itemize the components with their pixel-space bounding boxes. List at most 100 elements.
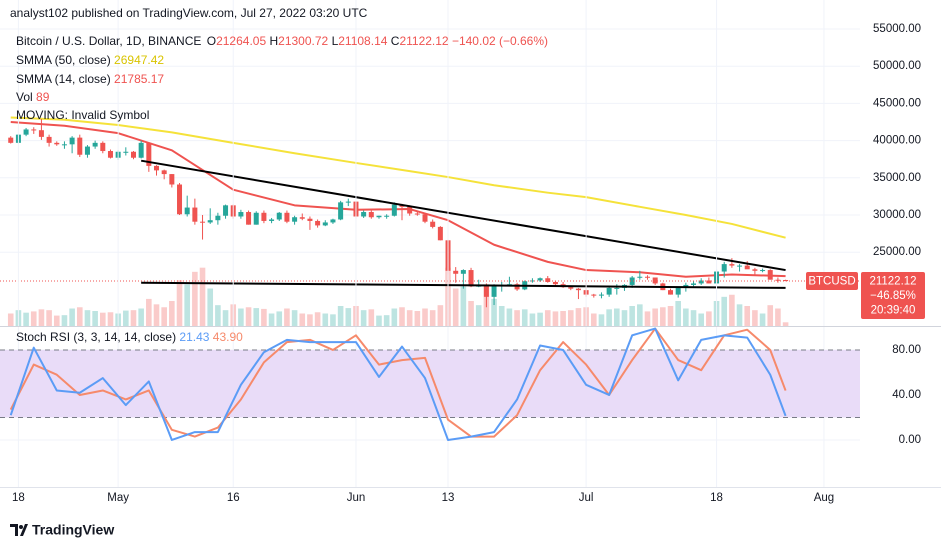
candle-body	[292, 217, 298, 222]
volume-bar	[721, 296, 728, 326]
ohlc-value: 21108.14	[338, 34, 387, 48]
candle-body	[552, 281, 558, 285]
volume-bar	[621, 310, 628, 326]
candle-body	[253, 212, 259, 225]
candle-body	[154, 165, 160, 171]
symbol-tag-text: BTCUSD	[808, 276, 855, 288]
volume-bar	[215, 305, 221, 326]
candle-body	[529, 280, 535, 282]
candle-body	[23, 129, 29, 135]
candle-body	[430, 221, 436, 227]
volume-bar	[437, 305, 444, 326]
band-fill	[0, 349, 860, 418]
candle-body	[192, 207, 198, 222]
candle-body	[84, 146, 90, 155]
trendline	[141, 281, 786, 289]
candle-body	[775, 279, 781, 281]
ohlc-value: 21264.05	[216, 34, 266, 48]
volume-bar	[23, 312, 29, 326]
candle-body	[706, 280, 712, 284]
volume-bar	[368, 309, 375, 326]
candle-body	[414, 213, 420, 215]
volume-bar	[92, 311, 98, 326]
moving-legend: MOVING: Invalid Symbol	[16, 108, 149, 122]
candle-body	[38, 130, 44, 137]
volume-bar	[552, 311, 559, 326]
candle-body	[130, 151, 136, 158]
volume-bar	[506, 308, 513, 326]
ohlc-label: O	[207, 34, 216, 48]
candle-body	[200, 221, 206, 223]
ohlc-label: C	[391, 34, 400, 48]
candle-body	[61, 144, 67, 146]
volume-bar	[521, 309, 528, 326]
candle-body	[169, 174, 175, 185]
volume-bar	[291, 310, 298, 326]
volume-bar	[706, 311, 712, 326]
y-tick-label: 45000.00	[873, 97, 921, 109]
sma-legend: SMMA (50, close) 26947.42	[16, 53, 164, 67]
y-tick-label: 40.00	[892, 389, 921, 401]
change-pct: −46.85%	[870, 290, 916, 302]
volume-bar	[53, 315, 60, 326]
price-tag: BTCUSD 21122.12 −46.85% 20:39:40	[806, 272, 925, 319]
candle-body	[223, 205, 229, 216]
sma-line	[10, 121, 786, 278]
candle-body	[215, 215, 221, 221]
logo-icon	[10, 524, 28, 536]
volume-bar	[176, 280, 183, 326]
volume-legend: Vol 89	[16, 90, 50, 104]
price-box	[861, 272, 925, 319]
volume-bar	[314, 312, 321, 326]
stoch-pane	[0, 327, 860, 487]
volume-bar	[614, 308, 620, 326]
volume-bar	[84, 310, 91, 326]
candle-body	[698, 280, 704, 284]
candle-body	[407, 206, 413, 214]
y-tick-label: 25000.00	[873, 246, 921, 258]
volume-bar	[169, 301, 175, 326]
candle-body	[31, 129, 37, 131]
volume-bar	[130, 310, 137, 326]
volume-bar	[422, 308, 428, 326]
volume-bar	[598, 314, 605, 326]
candle-body	[345, 201, 351, 203]
volume-bar	[192, 271, 198, 326]
axes: 25000.00 30000.00 35000.00 40000.00 45000.00…	[12, 23, 921, 504]
candle-body	[760, 270, 766, 272]
candle-body	[161, 170, 167, 175]
volume-bar	[107, 312, 114, 326]
volume-bar	[153, 304, 160, 326]
candle-body	[591, 294, 597, 296]
volume-bar	[161, 307, 167, 326]
last-price: 21122.12	[869, 276, 916, 288]
y-tick-label: 30000.00	[873, 209, 921, 221]
candle-body	[629, 277, 635, 285]
candle-body	[330, 219, 336, 223]
volume-bar	[238, 308, 244, 326]
candle-body	[691, 283, 697, 285]
logo-dot	[19, 525, 23, 529]
volume-bar	[299, 313, 306, 326]
volume-bar	[46, 310, 52, 326]
candle-body	[69, 137, 75, 145]
volume-bar	[590, 313, 597, 326]
candle-body	[184, 207, 190, 215]
volume-bar	[345, 308, 352, 326]
volume-bar	[7, 313, 14, 326]
volume-bar	[276, 311, 283, 326]
volume-bar	[452, 288, 459, 326]
candle-body	[614, 287, 620, 289]
volume-bar	[261, 308, 267, 326]
volume-bar	[736, 304, 743, 326]
y-tick-label: 55000.00	[873, 23, 921, 35]
volume-bar	[207, 288, 214, 326]
candle-body	[299, 217, 305, 219]
volume-bar	[199, 267, 206, 326]
volume-bar	[146, 298, 152, 326]
legend-name: SMMA (50, close)	[16, 53, 111, 67]
candle-body	[322, 222, 328, 226]
volume-bar	[752, 310, 758, 326]
candle-body	[783, 279, 789, 282]
y-tick-label: 80.00	[892, 344, 921, 356]
